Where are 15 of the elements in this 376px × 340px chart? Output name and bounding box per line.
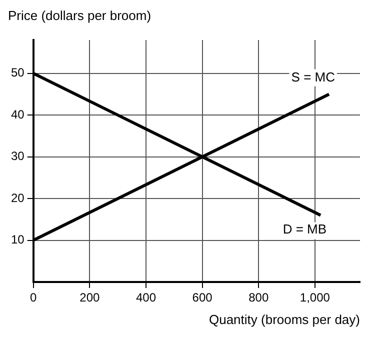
y-tick-label: 50 [10,66,25,80]
x-tick-label: 1,000 [300,290,330,305]
x-axis-title: Quantity (brooms per day) [208,312,360,327]
x-tick-label: 400 [136,290,156,305]
y-tick-label: 20 [10,190,25,205]
x-tick-label: 600 [192,290,213,305]
y-axis-title: Price (dollars per broom) [8,8,152,24]
series-label: D = MB [282,221,327,236]
series-label: S = MC [291,69,336,84]
x-tick-label: 800 [248,290,269,305]
x-tick-label: 200 [80,290,100,305]
y-tick-label: 40 [10,107,25,122]
y-tick-label: 10 [10,232,25,247]
y-tick-label: 30 [10,149,25,164]
x-tick-label: 0 [30,290,38,305]
